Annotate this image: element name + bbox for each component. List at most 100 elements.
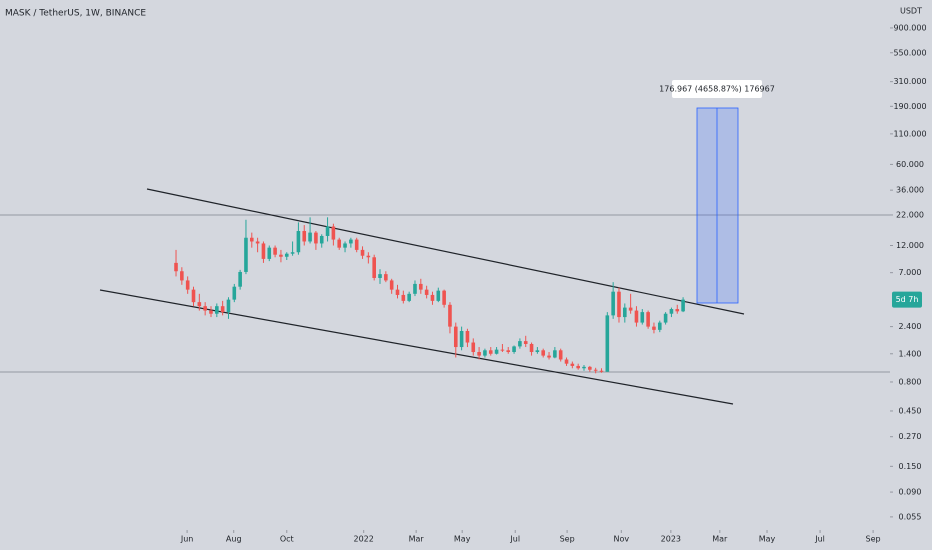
candle-body [337, 239, 342, 248]
y-tick-label: 0.270 [899, 432, 922, 441]
candle-body [646, 312, 650, 327]
candle-body [558, 350, 563, 360]
candle-body [215, 306, 219, 314]
candle-body [389, 280, 394, 290]
y-tick-label: 0.150 [899, 462, 922, 471]
chart-title: MASK / TetherUS, 1W, BINANCE [5, 9, 146, 19]
y-tick-label: 0.800 [899, 377, 922, 386]
candles [174, 217, 685, 374]
measure-label: 176.967 (4658.87%) 176967 [659, 85, 775, 94]
candle-body [290, 252, 295, 254]
candle-body [436, 290, 441, 301]
candle-body [582, 366, 586, 369]
candle-body [448, 304, 452, 327]
candle-body [220, 306, 225, 313]
candle-body [623, 307, 627, 318]
x-tick-label: 2023 [661, 535, 681, 544]
candle-body [174, 262, 178, 272]
candle-body [675, 309, 680, 312]
candle-body [384, 274, 388, 281]
y-tick-label: 2.400 [899, 322, 922, 331]
candle-body [273, 247, 277, 255]
y-tick-label: 900.000 [893, 23, 926, 32]
candle-body [663, 313, 668, 323]
x-tick-label: 2022 [354, 535, 374, 544]
y-tick-label: 550.000 [893, 48, 926, 57]
candle-body [284, 253, 289, 257]
candle-body [541, 350, 546, 356]
candle-body [681, 299, 685, 312]
candle-body [599, 370, 604, 372]
candle-body [500, 349, 505, 351]
x-tick-label: Jun [180, 535, 194, 544]
candle-body [465, 330, 470, 343]
candle-body [249, 237, 254, 242]
candle-body [424, 289, 429, 295]
candle-body [430, 294, 435, 301]
candle-body [523, 341, 528, 344]
candle-body [360, 249, 365, 256]
y-tick-label: 310.000 [893, 77, 926, 86]
candle-body [191, 289, 196, 303]
x-tick-label: Sep [866, 535, 881, 544]
candle-body [255, 241, 260, 244]
y-tick-label: 190.000 [893, 102, 926, 111]
candle-body [576, 365, 580, 369]
candle-body [331, 226, 336, 240]
x-tick-label: Jul [814, 535, 825, 544]
candle-body [529, 343, 534, 353]
countdown-badge [892, 291, 922, 308]
y-tick-label: 12.000 [896, 241, 924, 250]
candle-body [180, 271, 184, 281]
candle-body [267, 247, 272, 259]
candle-body [372, 257, 376, 278]
y-tick-label: 0.450 [899, 406, 922, 415]
candle-body [302, 231, 307, 242]
measure-box [696, 107, 739, 304]
candle-body [238, 271, 242, 287]
y-tick-label: 36.000 [896, 186, 924, 195]
candle-body [634, 310, 639, 323]
candle-body [564, 359, 569, 364]
candle-body [652, 326, 656, 330]
x-tick-label: May [454, 535, 471, 544]
candle-body [203, 306, 207, 311]
candle-body [477, 352, 481, 356]
candle-body [296, 231, 301, 253]
candle-body [407, 293, 411, 301]
candle-body [669, 309, 674, 314]
trend-line [146, 188, 745, 315]
candle-body [657, 322, 662, 330]
candle-body [570, 363, 575, 366]
candle-body [518, 341, 522, 347]
candle-body [244, 237, 248, 272]
candle-body [593, 369, 598, 371]
candle-body [413, 283, 417, 294]
candle-body [611, 291, 615, 316]
candle-body [453, 326, 458, 348]
candle-body [401, 294, 406, 301]
candle-body [588, 366, 592, 370]
y-tick-label: 0.055 [899, 512, 922, 521]
y-tick-label: 7.000 [899, 268, 922, 277]
candle-body [325, 226, 330, 236]
candle-body [512, 346, 516, 353]
measure-label-box [672, 80, 762, 98]
candle-body [628, 307, 633, 311]
y-tick-label: 60.000 [896, 160, 924, 169]
candle-body [209, 310, 213, 314]
x-tick-label: Sep [560, 535, 575, 544]
y-tick-label: 1.400 [899, 349, 922, 358]
candle-body [232, 286, 237, 300]
candle-body [483, 350, 487, 356]
candle-body [197, 302, 202, 307]
candle-body [185, 280, 190, 290]
x-tick-label: Aug [226, 535, 242, 544]
candle-body [547, 355, 551, 358]
x-tick-label: Mar [409, 535, 425, 544]
candle-body [261, 243, 266, 259]
candle-body [506, 350, 511, 353]
